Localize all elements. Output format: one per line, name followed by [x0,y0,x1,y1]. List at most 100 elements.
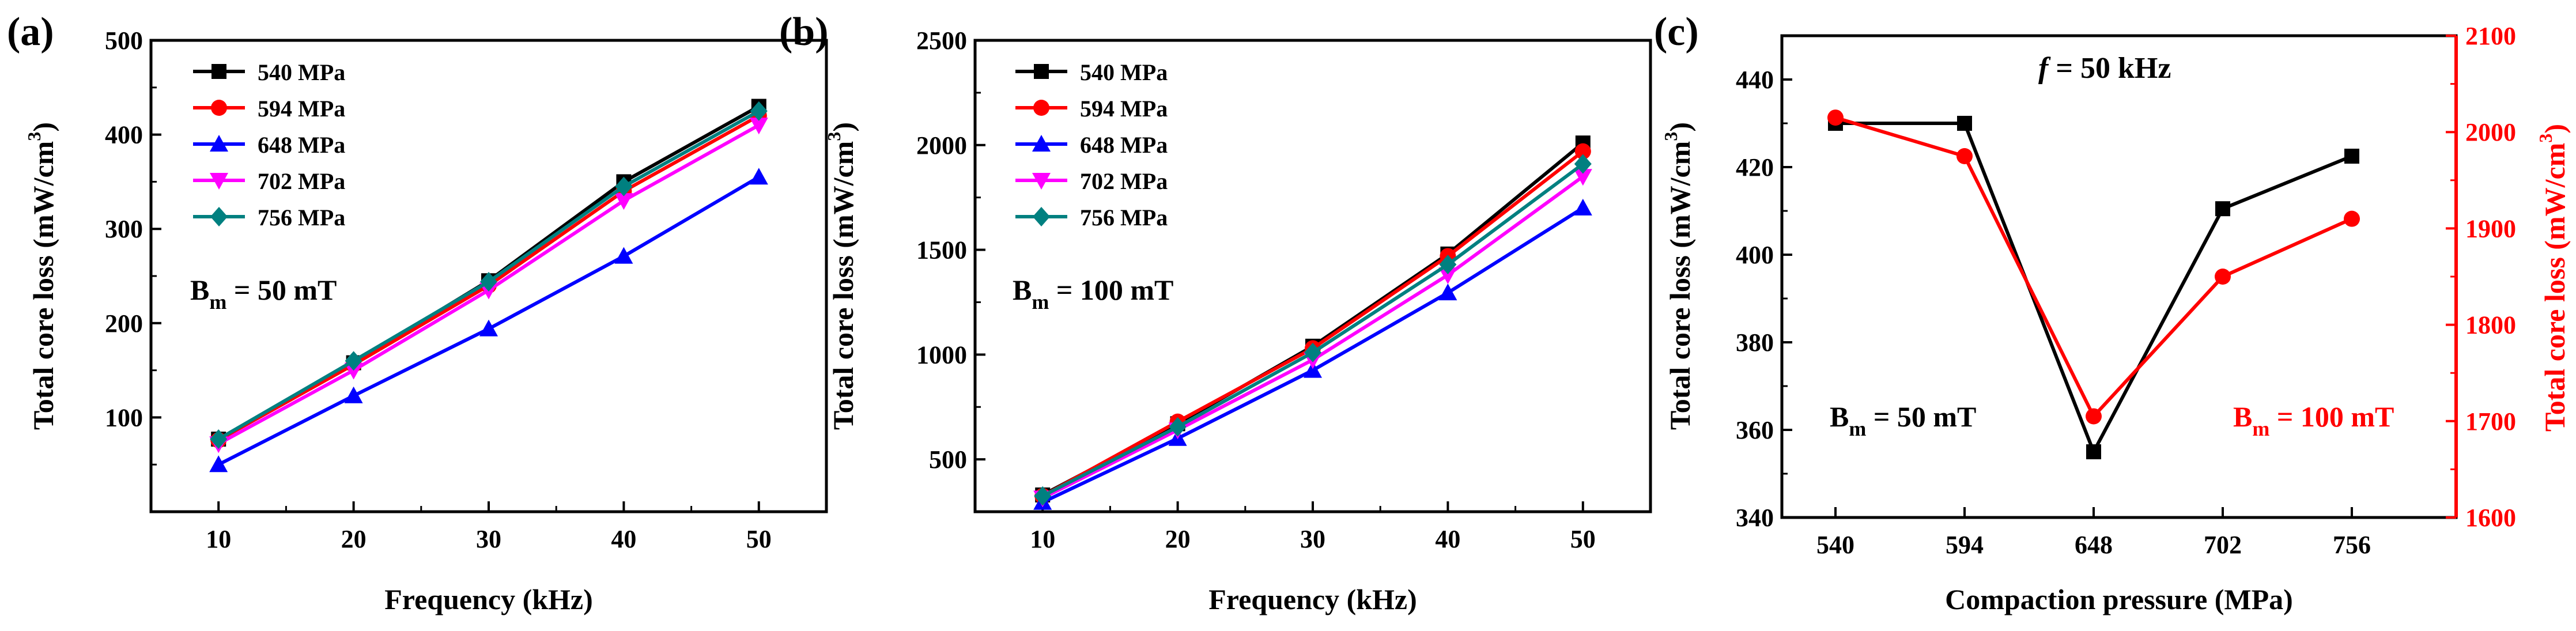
panel-c-left-y-tick-label: 440 [1736,66,1774,94]
panel-a-data-point [749,168,768,185]
panel-b-x-axis-label: Frequency (kHz) [1208,583,1417,615]
panel-a-x-tick-label: 50 [746,525,772,553]
panel-a-legend-marker [211,100,227,116]
panel-a-data-point [210,429,228,449]
panel-a-data-point [344,386,363,403]
panel-a-legend-label: 702 MPa [258,168,345,194]
panel-a-legend-marker [211,64,226,79]
panel-c-y-axis-label: Total core loss (mW/cm3) [1660,122,1696,430]
panel-b-legend-marker [1032,173,1051,190]
panel-a-data-point [480,271,497,292]
panel-a-data-point [615,176,633,197]
panel-b-y-tick-label: 2000 [916,131,967,160]
panel-c-x-tick-label: 702 [2204,531,2242,559]
panel-a-data-point [750,101,768,121]
panel-b-data-point [1304,361,1322,378]
panel-a-legend-label: 594 MPa [258,96,345,122]
panel-a-bm-annotation: Bm = 50 mT [190,274,337,313]
panel-b-data-point [1574,154,1592,174]
panel-c-tick-labels: 540 594 648 702 756 340 360 380 400 420 440 1600 170… [1736,22,2516,559]
panel-c-right-y-tick-label: 1800 [2465,311,2516,339]
panel-b-data-point [1573,198,1592,216]
panel-b-y-tick-label: 1000 [916,341,967,369]
panel-c-left-y-tick-label: 360 [1736,416,1774,444]
panel-b-data-point [1574,143,1591,160]
panel-b-data-point [1304,342,1321,362]
panel-a-x-axis-label: Frequency (kHz) [384,583,593,615]
panel-c-right-y-tick-label: 1900 [2465,214,2516,243]
panel-c-frequency-title: f = 50 kHz [2038,52,2171,85]
panel-c-right-y-axis-label: Total core loss (mW/cm3) [2535,124,2571,432]
panel-b-series [1033,135,1592,510]
panel-b-y-axis-label: Total core loss (mW/cm3) [824,122,859,430]
panel-b-x-tick-label: 10 [1030,525,1055,553]
panel-a-legend-label: 756 MPa [258,205,345,231]
panel-b-legend-label: 648 MPa [1080,132,1168,158]
panel-b-label: (b) [779,10,829,54]
panel-b-data-point [1573,169,1592,186]
panel-c-series [1827,109,2360,459]
panel-a-y-tick-label: 100 [105,403,143,432]
panel-c-data-point [2215,201,2230,217]
panel-b-y-tick-label: 500 [929,445,967,474]
panel-a-legend-marker [210,173,228,190]
panel-c-right-y-tick-label: 1700 [2465,407,2516,436]
panel-b-bm-annotation: Bm = 100 mT [1013,274,1173,313]
panel-a-y-axis-label: Total core loss (mW/cm3) [24,122,59,430]
panel-c-x-axis-label: Compaction pressure (MPa) [1945,583,2293,615]
panel-b-legend-label: 756 MPa [1080,205,1168,231]
panel-b-legend-marker [1033,100,1049,116]
panel-c-left-y-tick-label: 420 [1736,153,1774,182]
panel-b-x-tick-label: 30 [1300,525,1325,553]
panel-a-legend-marker [210,207,228,226]
panel-c-right-y-tick-label: 1600 [2465,504,2516,532]
panel-c-x-tick-label: 756 [2333,531,2371,559]
panel-b-x-tick-label: 50 [1570,525,1596,553]
panel-c-bm-100-annotation: Bm = 100 mT [2233,400,2394,440]
panel-c-data-point [1957,116,1972,131]
panel-b-x-tick-label: 20 [1165,525,1191,553]
panel-b-data-point [1034,486,1052,506]
panel-a-legend: 540 MPa 594 MPa 648 MPa 702 MPa 756 MPa [193,59,345,231]
panel-a-y-tick-label: 500 [105,27,143,55]
panel-c-left-y-tick-label: 340 [1736,504,1774,532]
panel-c-left-y-tick-label: 400 [1736,241,1774,269]
panel-a-data-point [749,118,768,135]
panel-c-data-point [2086,408,2102,425]
panel-b-data-point [1438,284,1457,301]
panel-b-y-tick-label: 2500 [916,27,967,55]
panel-c-right-y-tick-label: 2000 [2465,118,2516,146]
panel-a-data-point [345,351,362,371]
panel-c-data-point [1827,109,1844,126]
panel-a-x-tick-label: 40 [611,525,636,553]
panel-b-legend-label: 540 MPa [1080,59,1168,85]
panel-b-y-tick-label: 1500 [916,236,967,265]
panel-b-data-point [1439,255,1457,275]
panel-b-legend-marker [1034,64,1049,79]
panel-a-y-tick-label: 200 [105,309,143,338]
panel-c-bm-50-annotation: Bm = 50 mT [1830,400,1976,440]
panel-c-x-tick-label: 648 [2075,531,2113,559]
chart-panel-b: (b) 10 20 30 40 50 500 1000 1500 2000 2500 Freque… [779,10,1652,615]
panel-a-data-point [614,247,633,264]
panel-a-x-tick-label: 10 [206,525,231,553]
panel-c-x-tick-label: 594 [1946,531,1984,559]
panel-a-tick-labels: 10 20 30 40 50 100 200 300 400 500 [105,27,772,553]
panel-a-x-tick-label: 30 [476,525,501,553]
panel-a-legend-marker [210,135,228,152]
panel-a-legend-label: 648 MPa [258,132,345,158]
panel-c-data-point [2344,149,2359,164]
panel-a-x-tick-label: 20 [341,525,367,553]
panel-a-data-point [479,319,498,337]
panel-c-data-point [1956,148,1973,164]
panel-a-data-point [209,455,228,473]
panel-b-x-tick-label: 40 [1435,525,1460,553]
panel-c-data-point [2344,210,2360,227]
panel-a-ticks [151,39,760,512]
chart-panel-c: (c) 540 594 648 702 756 340 360 380 400 420 440 160… [1654,10,2571,615]
panel-c-data-point [2086,444,2101,459]
panel-b-data-point [1438,267,1457,285]
panel-c-data-point [2215,269,2231,285]
panel-c-label: (c) [1654,10,1699,54]
